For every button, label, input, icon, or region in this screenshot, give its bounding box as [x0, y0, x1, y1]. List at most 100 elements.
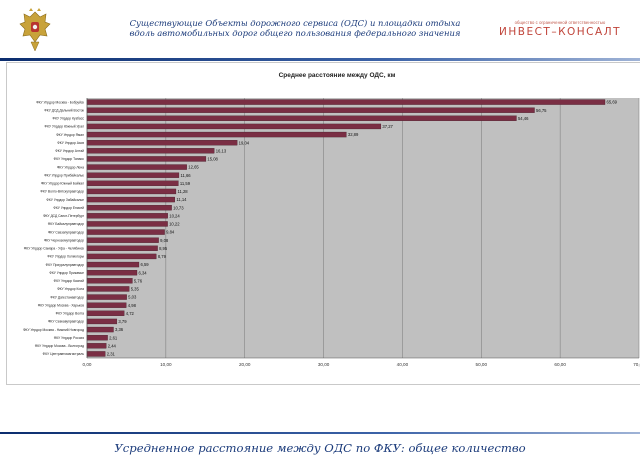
data-label: 32,89	[348, 132, 359, 137]
bar	[86, 148, 215, 154]
x-tick-label: 0,00	[83, 362, 92, 367]
bar	[86, 180, 179, 186]
category-label: ФКУ Упрдор Азов	[57, 141, 84, 145]
footer-caption: Усредненное расстояние между ОДС по ФКУ:…	[114, 441, 526, 455]
category-label: ФКУ Упрдор Каспий	[54, 279, 84, 283]
bar	[86, 302, 127, 308]
x-tick-label: 70,00	[633, 362, 640, 367]
bar	[86, 99, 606, 105]
bar	[86, 318, 118, 325]
category-label: ФКУ Упрдор Самара - Уфа - Челябинск	[24, 247, 85, 251]
data-label: 3,36	[115, 327, 124, 332]
data-label: 9,08	[160, 238, 169, 243]
data-label: 11,59	[180, 181, 191, 186]
category-label: ФКУ Севкавуправтодор	[48, 320, 84, 324]
category-label: ФКУ Упрдор Забайкалье	[46, 198, 84, 202]
category-label: ФКУ Байкалуправтодор	[48, 222, 84, 226]
category-label: ФКУ ДСД Дальний Восток	[44, 108, 84, 112]
bar	[86, 213, 168, 219]
slide-header: Существующие Объекты дорожного сервиса (…	[0, 0, 640, 62]
x-tick-label: 20,00	[239, 362, 251, 367]
data-label: 10,73	[173, 205, 184, 210]
header-title: Существующие Объекты дорожного сервиса (…	[95, 18, 495, 38]
bar	[86, 229, 165, 235]
bar	[86, 278, 133, 284]
footer-divider	[0, 432, 640, 434]
category-label: ФКУ Волго-Вятскуправтодор	[40, 190, 84, 194]
x-tick-label: 30,00	[318, 362, 330, 367]
data-label: 5,03	[128, 295, 137, 300]
x-tick-label: 10,00	[160, 362, 172, 367]
chart-title: Среднее расстояние между ОДС, км	[279, 72, 396, 79]
category-label: ФКУ Упрдор Москва - Харьков	[38, 303, 85, 307]
bar	[86, 140, 238, 146]
data-label: 2,44	[108, 343, 117, 348]
category-label: ФКУ Упрдор Ямал	[56, 133, 84, 137]
data-label: 9,84	[166, 230, 175, 235]
category-label: ФКУ Упрдор Южный Урал	[45, 125, 85, 129]
company-logo: общество с ограниченной ответственностью…	[484, 20, 636, 38]
company-subtitle: общество с ограниченной ответственностью	[514, 20, 606, 25]
category-label: ФКУ Дагестанавтодор	[50, 295, 84, 299]
bar	[86, 205, 172, 211]
category-label: ФКУ Упрдор Лена	[57, 165, 84, 169]
data-label: 11,14	[176, 197, 187, 202]
category-label: ФКУ Упрдор Холмогоры	[47, 255, 84, 259]
x-tick-label: 40,00	[397, 362, 409, 367]
category-label: ФКУ Упрдор Алтай	[55, 149, 84, 153]
data-label: 54,46	[518, 116, 529, 121]
header-divider	[0, 58, 640, 61]
data-label: 6,34	[138, 270, 147, 275]
category-label: ФКУ Упрдор Танаис	[54, 157, 85, 161]
data-label: 65,69	[607, 100, 618, 105]
bar	[86, 245, 158, 251]
category-label: ФКУ Упрдор Прикамье	[49, 271, 84, 275]
category-label: ФКУ ДСД Санкт-Петербург	[43, 214, 85, 218]
category-label: ФКУ Упрдор Кола	[57, 287, 84, 291]
bar	[86, 156, 207, 162]
bar	[86, 196, 175, 203]
bar	[86, 115, 517, 121]
category-label: ФКУ Упрдор Южный Байкал	[41, 182, 84, 186]
data-label: 8,79	[158, 254, 167, 259]
category-label: ФКУ Упрдор Кузбасс	[53, 117, 85, 121]
header-title-line2: вдоль автомобильных дорог общего пользов…	[129, 28, 461, 38]
header-title-line1: Существующие Объекты дорожного сервиса (…	[129, 18, 461, 28]
category-label: ФКУ Упрдор Москва - Нижний Новгород	[23, 328, 84, 332]
bar	[86, 221, 168, 227]
data-label: 10,24	[169, 213, 180, 218]
bar-chart: Среднее расстояние между ОДС, км 0,00 10,…	[23, 72, 640, 367]
data-label: 15,08	[207, 157, 218, 162]
company-name: ИНВЕСТ–КОНСАЛТ	[498, 26, 622, 38]
bar	[86, 343, 107, 349]
bar	[86, 107, 535, 113]
category-label: ФКУ Приуралуправтодор	[46, 263, 84, 267]
category-label: ФКУ Черноземуправтодор	[44, 238, 84, 242]
bar	[86, 261, 140, 268]
bar	[86, 123, 382, 130]
plot-area: 0,00 10,00 20,00 30,00 40,00 50,00 60,00 70,00 Ф…	[23, 98, 640, 367]
bar	[86, 172, 180, 178]
data-label: 4,72	[126, 311, 135, 316]
x-tick-label: 60,00	[554, 362, 566, 367]
bar	[86, 286, 130, 292]
chart-panel: Среднее расстояние между ОДС, км 0,00 10,…	[6, 62, 640, 385]
data-label: 16,13	[216, 148, 227, 153]
data-label: 6,59	[140, 262, 149, 267]
data-label: 56,75	[536, 108, 547, 113]
x-tick-label: 50,00	[476, 362, 488, 367]
data-label: 11,28	[177, 189, 188, 194]
bar	[86, 188, 177, 195]
data-label: 12,65	[188, 165, 199, 170]
data-label: 2,31	[107, 352, 116, 357]
data-label: 5,35	[131, 287, 140, 292]
bar	[86, 131, 347, 138]
bar	[86, 294, 127, 300]
category-label: ФКУ Упрдор Волга	[56, 312, 84, 316]
bar	[86, 351, 106, 357]
category-label: ФКУ Севзапуправтодор	[48, 230, 84, 234]
bar	[86, 310, 125, 316]
data-label: 37,27	[382, 124, 393, 129]
data-label: 8,95	[159, 246, 168, 251]
bar	[86, 253, 157, 260]
